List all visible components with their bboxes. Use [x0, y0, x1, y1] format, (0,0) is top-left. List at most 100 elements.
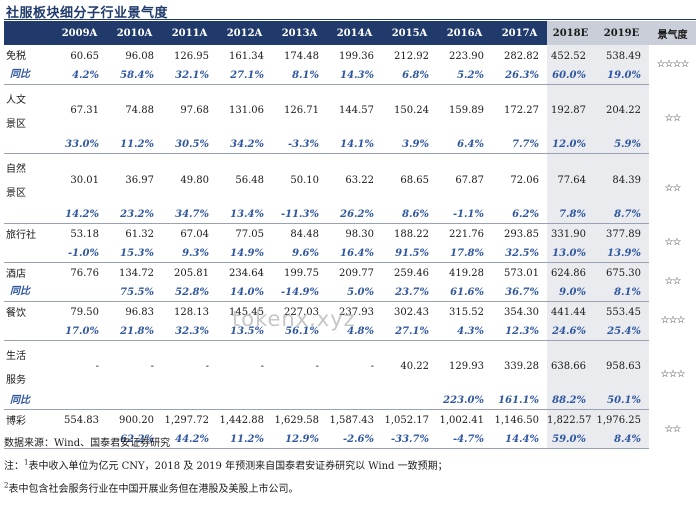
value-cell: 174.48 [284, 50, 319, 62]
yoy-cell: 13.4% [217, 206, 272, 224]
value-cell: 573.01 [504, 267, 539, 279]
value-cell: 150.24 [394, 105, 429, 116]
yoy-cell: 34.2% [217, 136, 272, 154]
value-cell: 209.77 [339, 267, 374, 279]
value-cell: 126.71 [284, 105, 319, 116]
yoy-cell: 11.2% [107, 136, 162, 154]
value-cell: 131.06 [229, 105, 264, 116]
yoy-cell: 36.7% [492, 284, 547, 302]
footnote-2-marker: 2 [4, 481, 9, 490]
value-cell: 67.31 [70, 105, 99, 116]
yoy-row: 同比 75.5% 52.8% 14.0% -14.9% 5.0% 23.7% 61.6% 36.… [4, 284, 696, 302]
yoy-cell: 11.2% [217, 431, 272, 449]
value-cell: 72.06 [510, 174, 539, 186]
value-row: 餐饮 79.50 96.83 128.13 145.45 227.03 237.93 302.… [4, 301, 696, 326]
value-cell: 1,629.58 [274, 415, 319, 427]
row-name-line: 人文 [6, 94, 26, 106]
yoy-cell [52, 392, 107, 410]
value-cell: 234.64 [229, 267, 264, 279]
value-cell: 675.30 [594, 262, 649, 284]
yoy-cell: 8.7% [594, 206, 649, 224]
header-year: 2012A [217, 21, 272, 45]
value-cell: 419.28 [449, 267, 484, 279]
row-name-line: 博彩 [6, 416, 26, 427]
yoy-cell: 44.2% [162, 431, 217, 449]
row-name-line: 酒店 [6, 268, 26, 280]
value-cell: 1,146.50 [494, 415, 539, 427]
value-cell: 56.48 [235, 174, 264, 186]
value-cell: 134.72 [119, 267, 154, 279]
yoy-cell: 61.6% [437, 284, 492, 302]
prosperity-stars: ☆☆ [664, 276, 682, 287]
yoy-cell [107, 392, 162, 410]
yoy-cell: 6.8% [382, 67, 437, 85]
value-cell: 144.57 [339, 105, 374, 116]
value-cell: 331.90 [547, 223, 594, 245]
yoy-cell [217, 392, 272, 410]
value-cell: 161.34 [229, 50, 264, 62]
value-cell: 60.65 [70, 50, 99, 62]
value-cell: 237.93 [339, 306, 374, 318]
prosperity-stars: ☆☆ [664, 423, 682, 435]
value-cell: 67.87 [455, 174, 484, 186]
value-cell: 958.63 [594, 340, 649, 393]
yoy-cell: -1.1% [437, 206, 492, 224]
yoy-label [4, 206, 52, 224]
yoy-cell: 32.3% [162, 323, 217, 341]
yoy-cell: 8.6% [382, 206, 437, 224]
yoy-label: 同比 [4, 67, 52, 85]
yoy-cell: 23.7% [382, 284, 437, 302]
value-cell: 227.03 [284, 306, 319, 318]
value-cell: 282.82 [504, 50, 539, 62]
yoy-cell [52, 284, 107, 302]
yoy-cell: 21.8% [107, 323, 162, 341]
yoy-cell: 4.3% [437, 323, 492, 341]
value-cell: 67.04 [180, 228, 209, 240]
yoy-cell: 12.0% [547, 136, 594, 154]
value-cell: - [315, 361, 319, 372]
industry-table: 2009A 2010A 2011A 2012A 2013A 2014A 2015A 2016A… [4, 21, 696, 449]
yoy-cell: 8.1% [272, 67, 327, 85]
row-name: 生活 服务 [4, 340, 52, 393]
yoy-cell: -3.3% [272, 136, 327, 154]
header-year: 2015A [382, 21, 437, 45]
value-cell: 96.08 [125, 50, 154, 62]
yoy-label [4, 136, 52, 154]
yoy-cell: 14.4% [492, 431, 547, 449]
value-row: 博彩 554.83 900.20 1,297.72 1,442.88 1,629.58 1,… [4, 409, 696, 435]
value-cell: 259.46 [394, 267, 429, 279]
value-cell: 30.01 [70, 174, 99, 186]
row-name-line: 免税 [6, 51, 26, 62]
row-name-line: 景区 [6, 118, 26, 130]
yoy-cell: -4.7% [437, 431, 492, 449]
yoy-cell: 4.2% [52, 67, 107, 85]
value-cell: 63.22 [345, 174, 374, 186]
header-year: 2019E [594, 21, 649, 45]
footnote-2: 2表中包含社会服务行业在中国开展业务但在港股及美股上市公司。 [4, 480, 298, 495]
yoy-cell: 13.9% [594, 245, 649, 263]
row-name-line: 生活 [6, 350, 26, 362]
yoy-cell: 4.8% [327, 323, 382, 341]
value-cell: 40.22 [400, 361, 429, 372]
yoy-cell: 26.2% [327, 206, 382, 224]
yoy-cell: 6.2% [492, 206, 547, 224]
value-cell: 1,297.72 [164, 415, 209, 427]
value-cell: 554.83 [64, 415, 99, 427]
yoy-cell: 13.5% [217, 323, 272, 341]
yoy-cell: 14.0% [217, 284, 272, 302]
prosperity-stars: ☆☆ [664, 237, 682, 248]
yoy-row: 33.0% 11.2% 30.5% 34.2% -3.3% 14.1% 3.9% 6.4% 7.… [4, 136, 696, 154]
yoy-cell: 32.1% [162, 67, 217, 85]
yoy-cell: 60.0% [547, 67, 594, 85]
value-cell: 315.52 [449, 306, 484, 318]
yoy-cell [382, 392, 437, 410]
yoy-cell: 58.4% [107, 67, 162, 85]
value-cell: 377.89 [594, 223, 649, 245]
value-cell: 97.68 [180, 105, 209, 116]
header-year: 2017A [492, 21, 547, 45]
value-cell: 188.22 [394, 228, 429, 240]
value-cell: 61.32 [125, 228, 154, 240]
yoy-cell: 7.7% [492, 136, 547, 154]
row-name-line: 旅行社 [6, 229, 36, 241]
value-cell: 293.85 [504, 228, 539, 240]
